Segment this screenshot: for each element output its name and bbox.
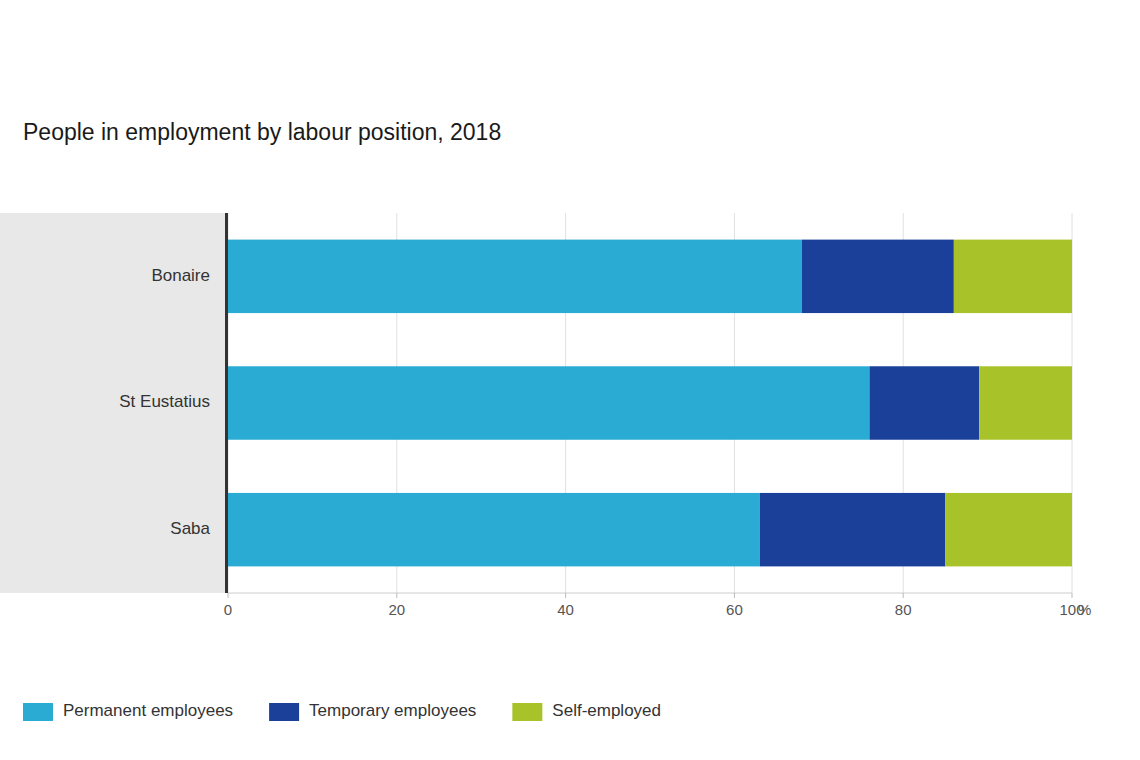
x-tick-label: 60 [726, 601, 743, 618]
chart-svg: People in employment by labour position,… [0, 0, 1140, 760]
x-tick [1072, 593, 1073, 598]
title: People in employment by labour position,… [23, 119, 501, 145]
x-tick-label: 40 [557, 601, 574, 618]
x-axis-label: % [1078, 601, 1091, 618]
legend-label: Permanent employees [63, 701, 233, 720]
label-panel [0, 213, 228, 593]
legend-swatch [23, 703, 53, 721]
category-label: St Eustatius [119, 392, 210, 411]
x-tick [734, 593, 735, 598]
bar-segment [979, 366, 1072, 439]
x-tick [903, 593, 904, 598]
bar-segment [945, 493, 1072, 566]
x-tick-label: 20 [388, 601, 405, 618]
bar-segment [760, 493, 946, 566]
bar-segment [228, 240, 802, 313]
bar-segment [228, 366, 869, 439]
legend: Permanent employees Temporary employees Se… [23, 701, 661, 721]
legend-swatch [269, 703, 299, 721]
x-tick [228, 593, 229, 598]
x-tick [565, 593, 566, 598]
bar-segment [802, 240, 954, 313]
x-tick-label: 80 [895, 601, 912, 618]
x-tick-label: 0 [224, 601, 232, 618]
divider [225, 213, 228, 593]
bar-segment [954, 240, 1072, 313]
category-label: Bonaire [151, 266, 210, 285]
bar-segment [869, 366, 979, 439]
x-axis-line [228, 593, 1072, 594]
category-label: Saba [170, 519, 210, 538]
legend-label: Self-employed [552, 701, 661, 720]
bar-segment [228, 493, 760, 566]
bars [228, 240, 1072, 567]
chart-container: People in employment by labour position,… [0, 0, 1140, 760]
legend-swatch [512, 703, 542, 721]
x-tick [396, 593, 397, 598]
legend-label: Temporary employees [309, 701, 476, 720]
